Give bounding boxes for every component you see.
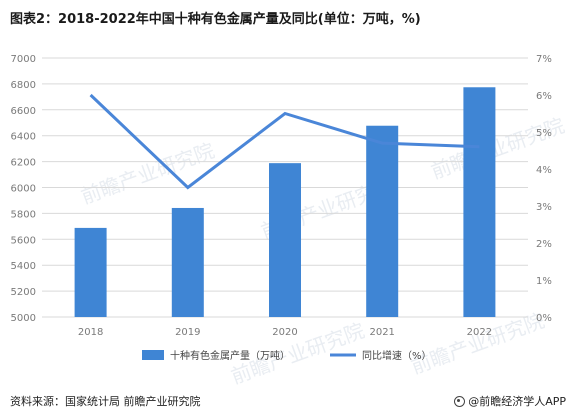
y-left-tick-label: 6800 [11,80,36,91]
bar-series [74,87,496,317]
watermark-text: 前瞻产业研究院 [408,308,548,378]
y-right-tick-label: 5% [536,128,552,139]
brand-credit: @前瞻经济学人APP [454,393,566,409]
bar [366,125,399,317]
y-left-tick-label: 7000 [11,54,36,65]
legend-bar-label: 十种有色金属产量（万吨） [170,349,290,362]
legend-line-label: 同比增速（%） [362,349,432,362]
y-right-tick-label: 0% [536,313,552,324]
y-right-tick-label: 7% [536,54,552,65]
y-right-tick-label: 4% [536,165,552,176]
y-left-tick-label: 5000 [11,313,36,324]
x-tick-label: 2021 [369,327,394,338]
legend: 十种有色金属产量（万吨） 同比增速（%） [142,349,432,362]
x-tick-label: 2018 [78,327,103,338]
bar [269,163,301,317]
chart-title: 图表2：2018-2022年中国十种有色金属产量及同比(单位：万吨，%) [10,12,421,27]
x-axis: 2018 2019 2020 2021 2022 [78,327,492,338]
y-left-tick-label: 5200 [11,287,36,298]
brand-logo-icon [454,395,466,407]
y-left-tick-label: 5600 [11,235,36,246]
y-left-tick-label: 6400 [11,132,36,143]
y-axis-right: 0% 1% 2% 3% 4% 5% 6% 7% [536,54,552,324]
y-right-tick-label: 3% [536,202,552,213]
y-left-tick-label: 5800 [11,209,36,220]
x-tick-label: 2020 [272,327,297,338]
bar [171,207,204,317]
line-series [89,93,480,190]
source-note: 资料来源：国家统计局 前瞻产业研究院 [10,395,201,408]
bar [463,87,496,317]
y-left-tick-label: 6200 [11,158,36,169]
bar [74,227,107,317]
y-right-tick-label: 6% [536,91,552,102]
brand-text: @前瞻经济学人APP [468,395,566,408]
y-axis-left: 5000 5200 5400 5600 5800 6000 6200 6400 6600 6800… [11,54,36,324]
y-left-tick-label: 6600 [11,106,36,117]
x-tick-label: 2022 [467,327,492,338]
series-line [89,93,480,190]
legend-bar-swatch [142,350,164,360]
y-left-tick-label: 6000 [11,184,36,195]
y-right-tick-label: 2% [536,239,552,250]
x-tick-label: 2019 [175,327,200,338]
y-right-tick-label: 1% [536,276,552,287]
y-left-tick-label: 5400 [11,261,36,272]
